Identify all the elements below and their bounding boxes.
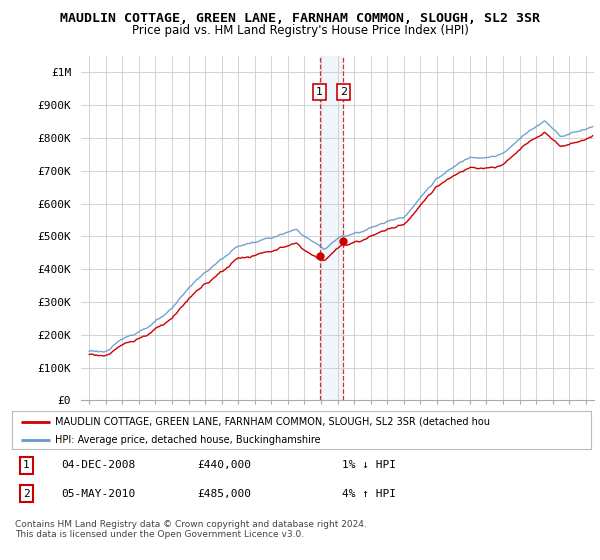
Text: 4% ↑ HPI: 4% ↑ HPI: [342, 489, 396, 498]
Text: MAUDLIN COTTAGE, GREEN LANE, FARNHAM COMMON, SLOUGH, SL2 3SR: MAUDLIN COTTAGE, GREEN LANE, FARNHAM COM…: [60, 12, 540, 25]
Text: 2: 2: [340, 87, 347, 97]
Text: Price paid vs. HM Land Registry's House Price Index (HPI): Price paid vs. HM Land Registry's House …: [131, 24, 469, 36]
Text: 1: 1: [23, 460, 30, 470]
Text: 2: 2: [23, 489, 30, 498]
Text: 05-MAY-2010: 05-MAY-2010: [61, 489, 136, 498]
Text: Contains HM Land Registry data © Crown copyright and database right 2024.
This d: Contains HM Land Registry data © Crown c…: [15, 520, 367, 539]
Text: 1: 1: [316, 87, 323, 97]
Text: HPI: Average price, detached house, Buckinghamshire: HPI: Average price, detached house, Buck…: [55, 435, 321, 445]
Text: MAUDLIN COTTAGE, GREEN LANE, FARNHAM COMMON, SLOUGH, SL2 3SR (detached hou: MAUDLIN COTTAGE, GREEN LANE, FARNHAM COM…: [55, 417, 490, 427]
Text: 04-DEC-2008: 04-DEC-2008: [61, 460, 136, 470]
Text: 1% ↓ HPI: 1% ↓ HPI: [342, 460, 396, 470]
Text: £440,000: £440,000: [197, 460, 251, 470]
Text: £485,000: £485,000: [197, 489, 251, 498]
Bar: [320, 56, 343, 400]
